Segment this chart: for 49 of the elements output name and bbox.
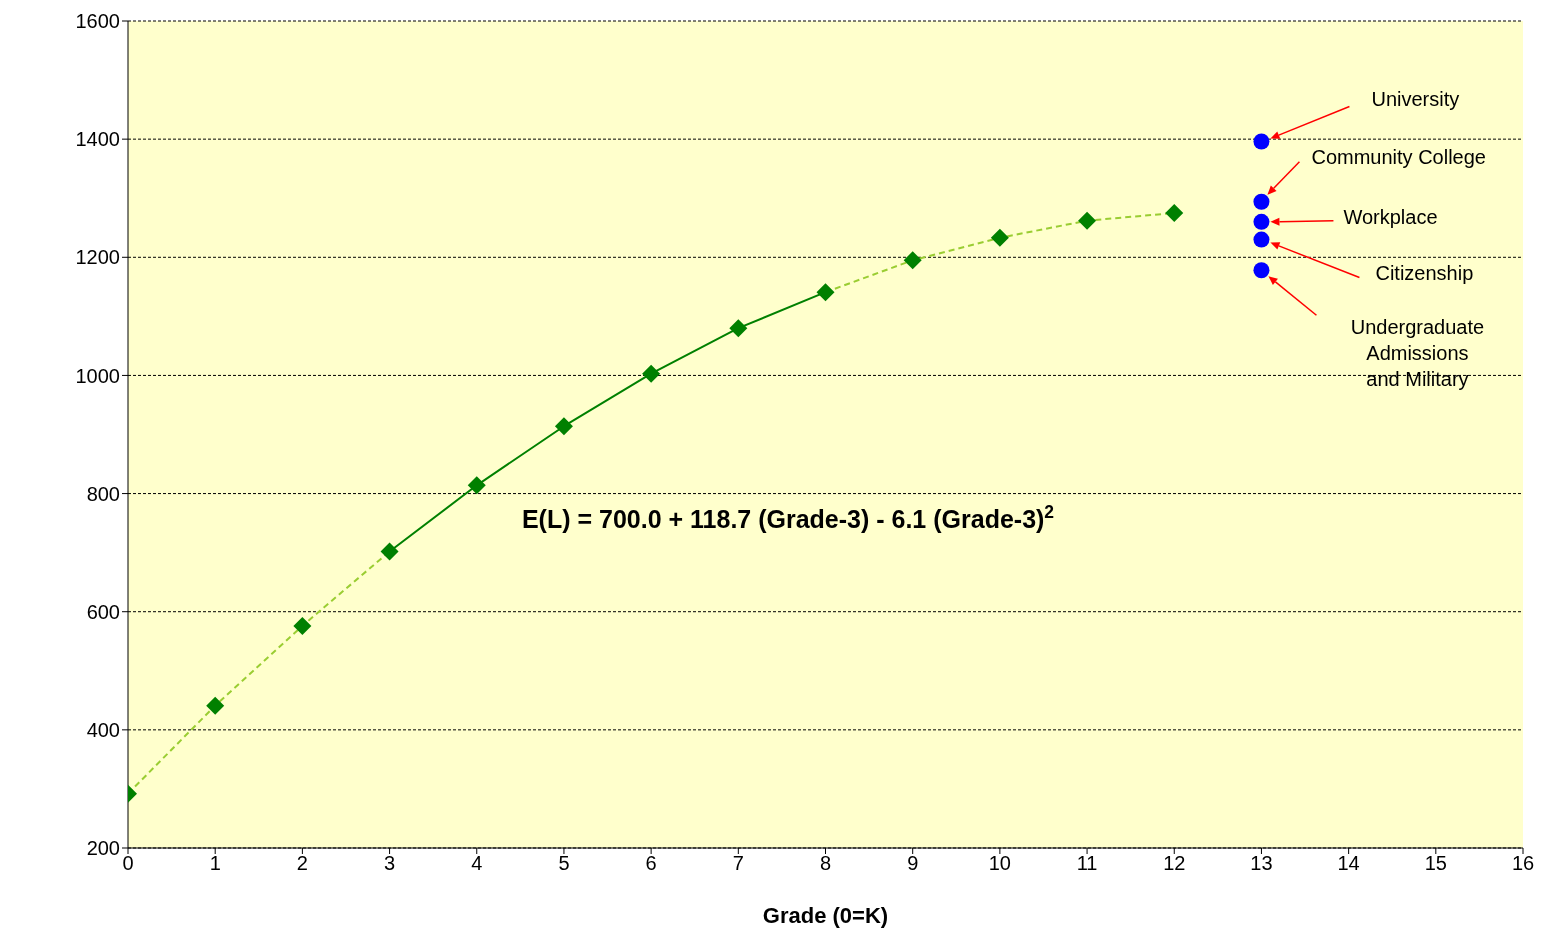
x-tick-label: 3 — [384, 852, 396, 875]
x-tick-label: 13 — [1250, 852, 1273, 875]
point — [1253, 231, 1270, 248]
annotation: University — [1371, 87, 1460, 110]
point — [642, 364, 661, 383]
point — [816, 283, 835, 302]
x-tick-label: 0 — [122, 852, 134, 875]
y-tick-label: 1000 — [75, 364, 120, 387]
x-tick-label: 5 — [558, 852, 570, 875]
y-tick-label: 1400 — [75, 128, 120, 151]
x-tick-label: 1 — [209, 852, 221, 875]
annotation: Undergraduate Admissions and Military — [1350, 316, 1485, 391]
x-tick-label: 7 — [732, 852, 744, 875]
point — [206, 696, 225, 715]
y-tick-label: 1200 — [75, 246, 120, 269]
y-tick-label: 400 — [86, 718, 120, 741]
point — [554, 417, 573, 436]
annotation: Workplace — [1343, 205, 1438, 228]
annotation: Community College — [1311, 145, 1486, 168]
x-tick-label: 14 — [1337, 852, 1360, 875]
point — [380, 542, 399, 561]
x-tick-label: 6 — [645, 852, 657, 875]
x-tick-label: 11 — [1076, 852, 1098, 875]
y-tick-label: 600 — [86, 600, 120, 623]
x-tick-label: 2 — [296, 852, 308, 875]
y-tick-label: 800 — [86, 482, 120, 505]
point — [1253, 193, 1270, 210]
point — [293, 616, 312, 635]
point — [1253, 262, 1270, 279]
x-tick-label: 16 — [1511, 852, 1535, 875]
annotation: Citizenship — [1375, 261, 1474, 284]
point — [1165, 203, 1184, 222]
y-tick-label: 200 — [86, 837, 120, 860]
x-tick-label: 4 — [471, 852, 483, 875]
x-axis-title: Grade (0=K) — [762, 903, 889, 928]
x-tick-label: 10 — [988, 852, 1011, 875]
point — [903, 251, 922, 270]
y-tick-label: 1600 — [75, 10, 120, 33]
point — [1078, 211, 1097, 230]
x-tick-label: 8 — [819, 852, 832, 875]
x-tick-label: 15 — [1424, 852, 1447, 875]
x-tick-label: 12 — [1163, 852, 1186, 875]
point — [990, 228, 1009, 247]
point — [1253, 213, 1270, 230]
point — [729, 319, 748, 338]
point — [467, 476, 486, 495]
x-tick-label: 9 — [907, 852, 919, 875]
annotation: E(L) = 700.0 + 118.7 (Grade-3) - 6.1 (Grade-3)$^{2}$ — [521, 502, 1055, 533]
point — [1253, 133, 1270, 150]
